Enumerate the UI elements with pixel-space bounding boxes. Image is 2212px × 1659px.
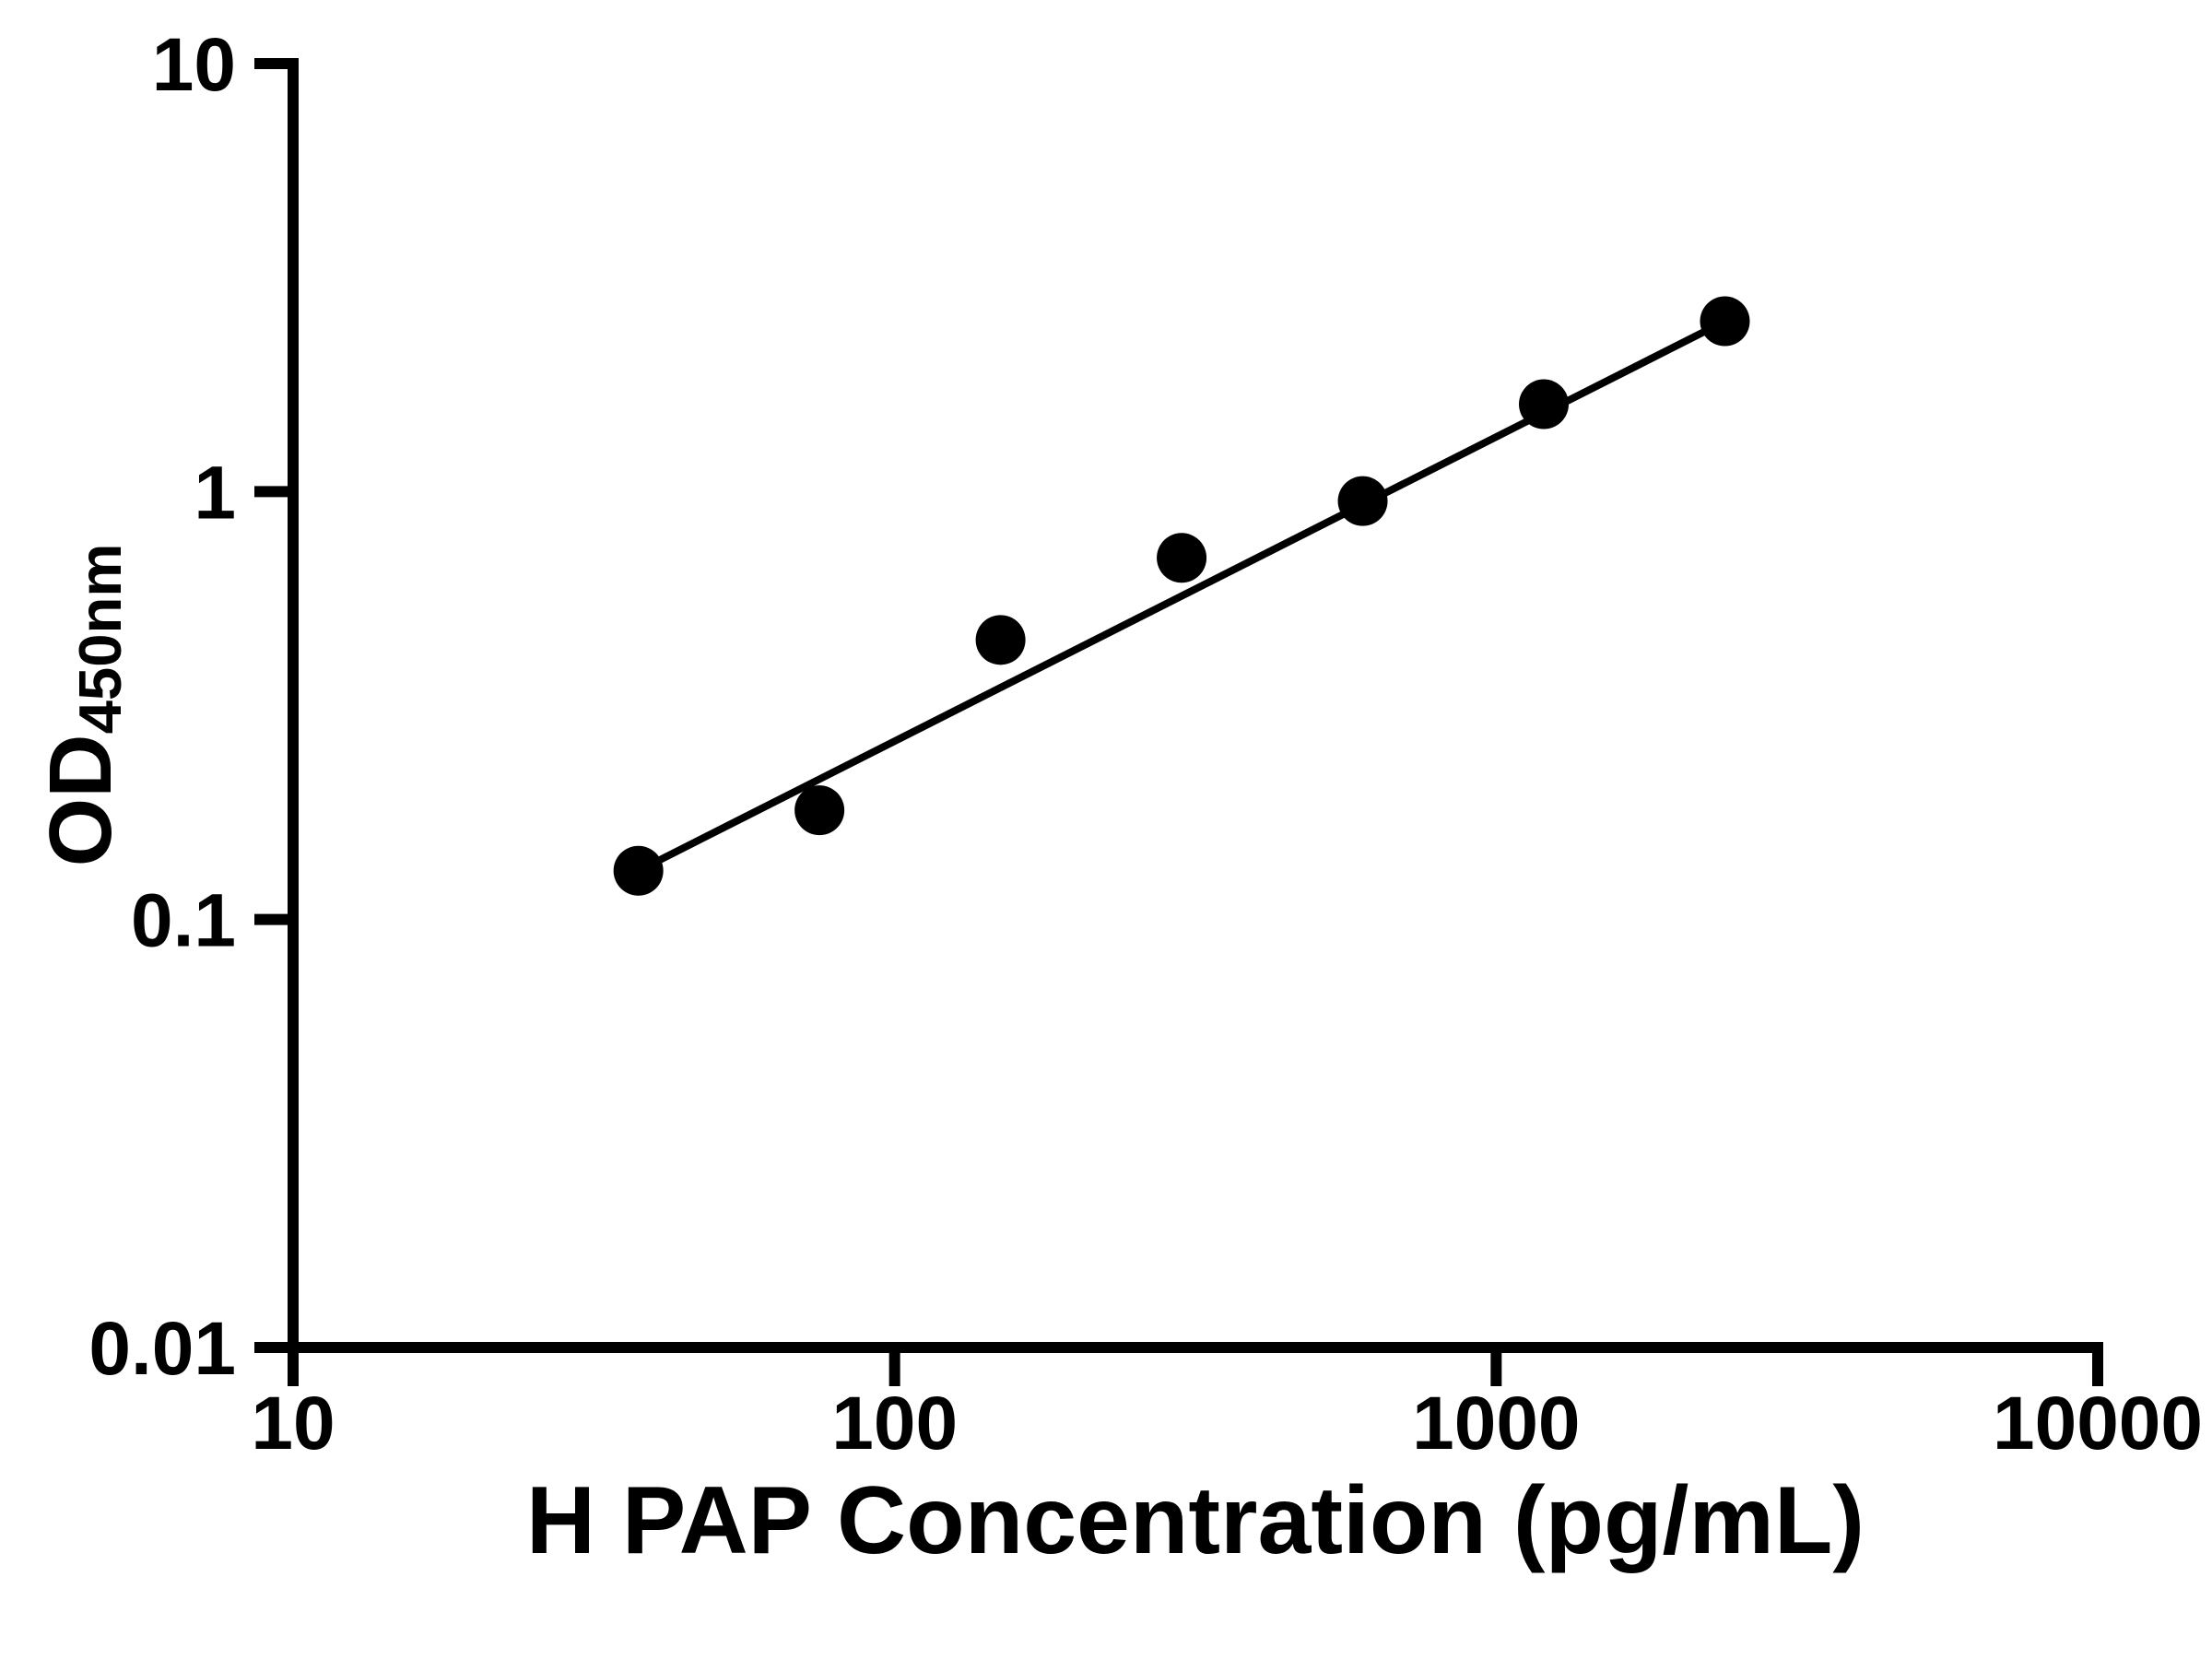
y-axis-title-subscript: 450nm: [66, 543, 135, 735]
data-point: [1337, 476, 1388, 526]
x-axis-title: H PAP Concentration (pg/mL): [525, 1467, 1865, 1574]
y-tick-label: 0.01: [88, 1307, 236, 1391]
y-tick-label: 1: [194, 451, 236, 535]
x-tick-label: 1000: [1412, 1382, 1580, 1465]
y-tick-label: 10: [152, 23, 236, 107]
data-point: [975, 615, 1026, 665]
data-point: [1519, 379, 1570, 429]
x-tick-label: 100: [831, 1382, 958, 1465]
data-point: [1157, 533, 1207, 583]
data-point: [613, 845, 664, 896]
x-tick-label: 10000: [1993, 1382, 2203, 1465]
y-axis-title: OD450nm: [31, 544, 134, 867]
axis-spines: [288, 58, 2103, 1353]
y-axis-title-main: OD: [31, 734, 130, 867]
y-tick-label: 0.1: [131, 879, 236, 963]
x-tick-label: 10: [251, 1382, 335, 1465]
data-point: [794, 785, 845, 836]
data-point: [1700, 296, 1750, 347]
